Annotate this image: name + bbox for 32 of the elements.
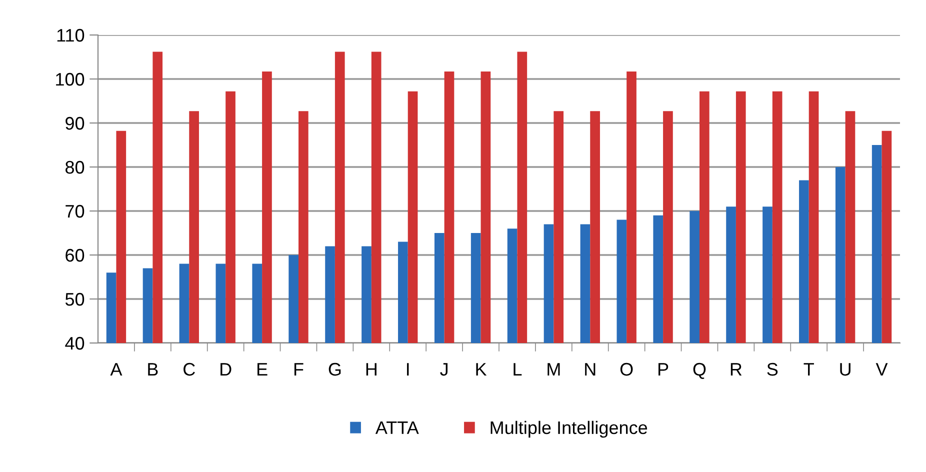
y-tick-label: 40 (65, 336, 84, 350)
x-tick-label: R (730, 363, 742, 376)
x-tick-label: F (294, 363, 304, 376)
x-tick-label: P (658, 363, 668, 376)
y-tick-label: 60 (66, 248, 84, 262)
x-tick-label: O (620, 362, 633, 376)
x-tick-label: A (110, 363, 122, 376)
y-tick-label: 70 (66, 204, 84, 218)
y-tick-label: 50 (65, 292, 84, 306)
x-tick-label: N (585, 363, 596, 376)
x-tick-label: M (548, 363, 560, 376)
x-tick-label: I (407, 363, 409, 376)
x-tick-label: J (440, 363, 448, 376)
x-tick-label: U (840, 363, 850, 376)
x-tick-label: H (366, 363, 376, 376)
x-tick-label: S (767, 362, 778, 376)
x-tick-label: T (804, 363, 814, 376)
x-tick-label: G (328, 362, 341, 376)
x-tick-label: E (258, 363, 268, 376)
x-tick-label: L (514, 363, 522, 376)
x-tick-label: B (148, 363, 158, 376)
x-tick-label: Q (693, 362, 706, 379)
y-tick-label: 100 (56, 72, 84, 86)
legend-label: Multiple Intelligence (490, 420, 648, 438)
y-tick-label: 110 (57, 28, 84, 42)
y-tick-label: 80 (66, 160, 84, 174)
x-tick-label: V (876, 363, 888, 376)
x-tick-label: K (476, 363, 487, 376)
x-tick-label: C (184, 362, 195, 376)
x-tick-label: D (220, 363, 232, 376)
y-tick-label: 90 (66, 116, 84, 130)
legend-label: ATTA (375, 422, 419, 434)
